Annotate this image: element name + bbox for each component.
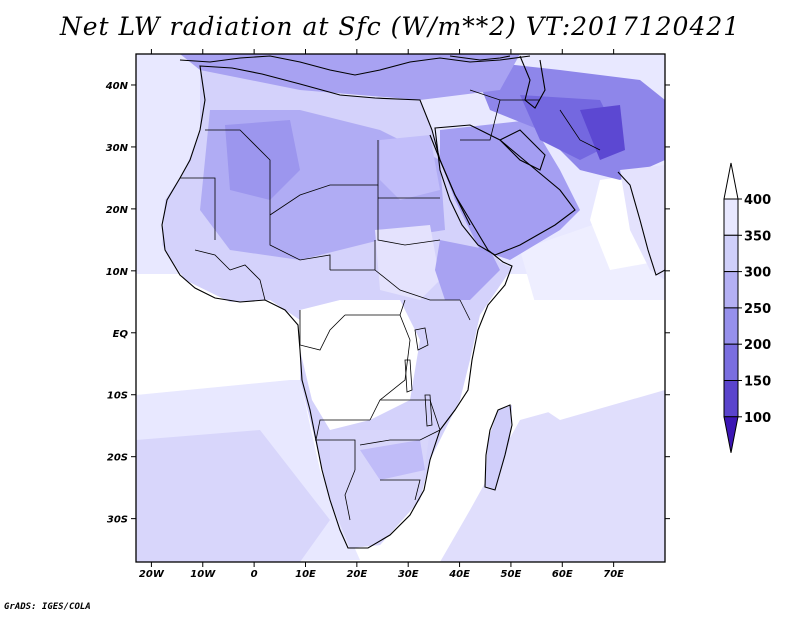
colorbar-segment (723, 380, 739, 418)
colorbar-label: 100 (744, 411, 771, 426)
chart-title: Net LW radiation at Sfc (W/m**2) VT:2017… (59, 12, 741, 41)
colorbar-label: 250 (744, 302, 771, 317)
lakes (404, 327, 433, 427)
coast-caspian (519, 55, 546, 109)
shaded-field (136, 54, 665, 562)
colorbar-label: 350 (744, 229, 771, 244)
land-central-clear (300, 300, 420, 430)
y-tick-label: EQ (113, 329, 129, 340)
coast-black-sea (449, 55, 511, 61)
x-tick-label: 70E (603, 569, 624, 580)
colorbar-segment (723, 343, 739, 382)
y-axis: 40N 30N 20N 10N EQ 10S 20S 30S (105, 81, 670, 526)
ocean-shade-se (440, 380, 665, 562)
x-tick-label: 40E (448, 569, 470, 580)
ocean-clear-indian (500, 300, 665, 420)
coast-persian-gulf (499, 129, 546, 171)
ocean-shade-sw (136, 430, 330, 562)
land-europe (180, 54, 520, 100)
coast-arabia (434, 124, 576, 256)
coast-europe (179, 55, 531, 76)
colorbar-arrow-bottom (723, 416, 739, 453)
plot-frame (135, 53, 666, 563)
coast-madagascar (484, 404, 513, 491)
y-tick-label: 10S (107, 391, 128, 402)
y-tick-label: 40N (105, 81, 129, 92)
colorbar: 400 350 300 250 200 150 100 (723, 162, 771, 453)
x-tick-label: 30E (398, 569, 419, 580)
land-sahara-core (225, 120, 300, 200)
land-kalahari (360, 440, 425, 480)
colorbar-label: 200 (744, 338, 771, 353)
x-tick-label: 50E (501, 569, 522, 580)
credit-text: GrADS: IGES/COLA (4, 602, 91, 612)
x-tick-label: 10W (190, 569, 216, 580)
borders (180, 89, 601, 521)
land-india (620, 165, 665, 280)
land-ethiopia (435, 240, 500, 300)
land-pakistan (580, 105, 625, 160)
x-tick-label: 20E (346, 569, 367, 580)
colorbar-segment (723, 307, 739, 345)
colorbar-arrow-top (723, 162, 739, 200)
y-tick-label: 20N (106, 205, 129, 216)
x-tick-label: 0 (251, 569, 258, 580)
colorbar-label: 400 (744, 193, 771, 208)
y-tick-label: 10N (106, 267, 129, 278)
colorbar-segment (723, 198, 739, 236)
x-axis: 20W 10W 0 10E 20E 30E 40E 50E 60E 70E (139, 49, 624, 580)
colorbar-segment (723, 271, 739, 309)
land-east-clear (375, 225, 440, 300)
colorbar-label: 150 (744, 375, 771, 390)
coast-red-sea (429, 134, 471, 226)
colorbar-label: 300 (744, 266, 771, 281)
coast-india (617, 171, 665, 276)
coastlines (161, 55, 665, 549)
y-tick-label: 30N (106, 143, 129, 154)
x-tick-label: 10E (295, 569, 316, 580)
x-tick-label: 60E (552, 569, 573, 580)
x-tick-label: 20W (139, 569, 165, 580)
y-tick-label: 30S (107, 515, 128, 526)
land-madagascar (485, 405, 512, 490)
y-tick-label: 20S (107, 453, 128, 464)
colorbar-segment (723, 234, 739, 273)
ocean-clear-gulf-guinea (136, 290, 300, 395)
land-egypt (380, 135, 440, 200)
